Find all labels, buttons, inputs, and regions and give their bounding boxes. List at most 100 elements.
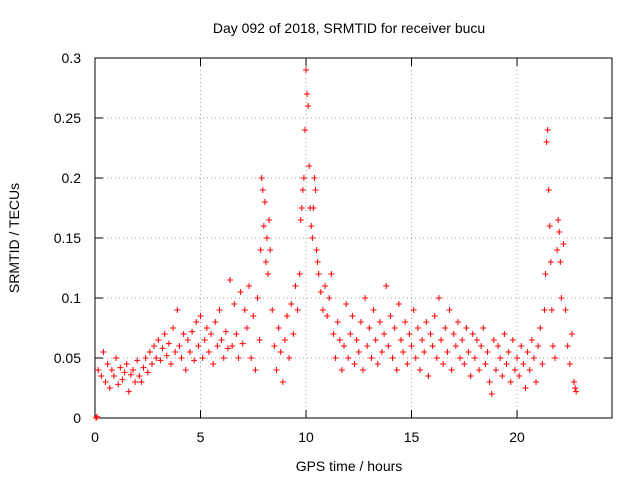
- data-point: [357, 319, 364, 325]
- data-point: [537, 325, 544, 331]
- data-point: [400, 349, 407, 355]
- data-point: [129, 367, 136, 373]
- data-point: [423, 319, 430, 325]
- x-tick-label: 20: [509, 429, 525, 445]
- data-point: [452, 343, 459, 349]
- data-point: [269, 307, 276, 313]
- data-point: [159, 345, 166, 352]
- data-point: [214, 343, 221, 349]
- data-point: [389, 355, 396, 361]
- data-point: [501, 331, 508, 337]
- chart-title: Day 092 of 2018, SRMTID for receiver buc…: [213, 20, 485, 36]
- data-point: [260, 223, 267, 229]
- data-point: [488, 391, 495, 397]
- data-point: [490, 337, 497, 343]
- data-point: [554, 247, 561, 253]
- data-point: [178, 355, 185, 361]
- data-point: [395, 301, 402, 307]
- data-point: [332, 355, 339, 361]
- data-point: [218, 337, 225, 343]
- data-point: [174, 307, 181, 313]
- data-point: [412, 355, 419, 361]
- data-point: [573, 388, 580, 395]
- x-tick-label: 15: [404, 429, 420, 445]
- data-point: [572, 385, 579, 391]
- data-point: [397, 337, 404, 343]
- data-point: [364, 343, 371, 349]
- data-point: [457, 355, 464, 361]
- y-tick-label: 0.25: [54, 110, 81, 126]
- data-point: [349, 313, 356, 319]
- data-point: [237, 289, 244, 295]
- data-point: [140, 364, 147, 371]
- data-point: [341, 343, 348, 349]
- data-point: [95, 367, 102, 373]
- data-point: [492, 367, 499, 373]
- data-point: [552, 355, 559, 361]
- data-point: [306, 163, 313, 169]
- data-point: [216, 307, 223, 313]
- data-point: [378, 349, 385, 355]
- data-point: [310, 205, 317, 211]
- data-point: [148, 361, 155, 367]
- data-point: [484, 349, 491, 355]
- data-point: [463, 325, 470, 331]
- data-point: [303, 67, 310, 73]
- data-point: [547, 259, 554, 265]
- x-axis-label: GPS time / hours: [296, 458, 403, 474]
- data-point: [353, 337, 360, 343]
- data-point: [246, 283, 253, 289]
- data-point: [142, 355, 149, 361]
- data-point: [210, 361, 217, 367]
- data-point: [518, 343, 525, 349]
- data-point: [368, 355, 375, 361]
- data-point: [562, 307, 569, 313]
- data-point: [125, 388, 132, 395]
- data-point: [309, 235, 316, 241]
- data-point: [545, 187, 552, 193]
- data-point: [338, 367, 345, 373]
- data-point: [429, 343, 436, 349]
- data-point: [446, 307, 453, 313]
- data-point: [549, 343, 556, 349]
- data-point: [319, 307, 326, 313]
- data-point: [222, 328, 229, 335]
- data-point: [324, 313, 331, 319]
- data-point: [425, 373, 432, 379]
- data-point: [193, 319, 200, 325]
- data-point: [176, 343, 183, 349]
- data-point: [421, 349, 428, 355]
- data-point: [461, 361, 468, 367]
- data-point: [259, 187, 266, 193]
- data-point: [298, 205, 305, 211]
- data-point: [355, 349, 362, 355]
- data-point: [408, 343, 415, 349]
- data-point: [486, 379, 493, 385]
- data-point: [144, 369, 151, 376]
- data-point: [334, 319, 341, 325]
- data-point: [391, 325, 398, 331]
- data-point: [427, 331, 434, 337]
- data-point: [402, 319, 409, 325]
- data-point: [507, 379, 514, 385]
- data-point: [566, 361, 573, 367]
- data-point: [416, 367, 423, 373]
- x-tick-label: 10: [298, 429, 314, 445]
- data-point: [442, 325, 449, 331]
- data-point: [271, 343, 278, 349]
- data-point: [544, 127, 551, 133]
- data-point: [299, 187, 306, 193]
- data-point: [374, 361, 381, 367]
- data-point: [279, 379, 286, 385]
- data-point: [317, 289, 324, 295]
- data-point: [404, 361, 411, 367]
- data-point: [530, 355, 537, 361]
- data-point: [438, 337, 445, 343]
- data-point: [197, 313, 204, 319]
- data-point: [261, 199, 268, 205]
- data-point: [108, 367, 115, 373]
- data-point: [514, 355, 521, 361]
- y-tick-label: 0.3: [62, 50, 82, 66]
- y-tick-label: 0.05: [54, 350, 81, 366]
- y-tick-label: 0.1: [62, 290, 82, 306]
